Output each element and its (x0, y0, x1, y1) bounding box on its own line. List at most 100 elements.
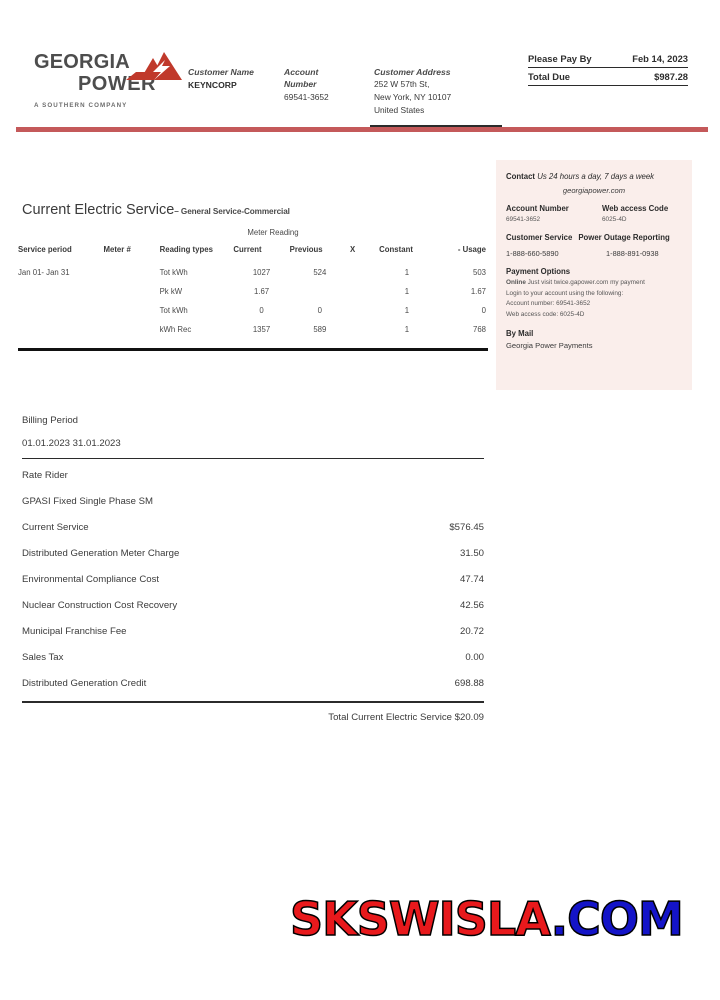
charge-row: Distributed Generation Credit 698.88 (22, 663, 484, 689)
cell-usage: 768 (472, 325, 486, 334)
power-outage-phone[interactable]: 1-888-891-0938 (606, 249, 659, 259)
logo-text-georgia: GEORGIA (34, 51, 130, 73)
cell-usage: 0 (481, 306, 486, 315)
charge-row: Municipal Franchise Fee 20.72 (22, 611, 484, 637)
cell-service-period (18, 282, 104, 301)
column-header-previous: Previous (289, 245, 323, 254)
current-electric-service-subtitle: – General Service-Commercial (174, 207, 290, 216)
charge-row: Distributed Generation Meter Charge 31.5… (22, 533, 484, 559)
rate-plan-name: GPASI Fixed Single Phase SM (22, 496, 153, 507)
charge-row: Environmental Compliance Cost 47.74 (22, 559, 484, 585)
account-number-label-line2: Number (284, 79, 317, 90)
charge-label: Distributed Generation Meter Charge (22, 548, 180, 559)
web-access-code-value: 6025-4D (602, 216, 627, 223)
logo-tagline: A SOUTHERN COMPANY (34, 102, 128, 109)
charge-label: Current Service (22, 522, 89, 533)
billing-details-section: Billing Period 01.01.2023 31.01.2023 Rat… (22, 415, 484, 723)
address-line-3: United States (374, 104, 425, 115)
cell-x (350, 263, 379, 282)
customer-address-field: Customer Address 252 W 57th St, New York… (374, 66, 494, 116)
column-header-meter: Meter # (103, 245, 131, 254)
total-due-value: $987.28 (654, 71, 688, 82)
charge-label: Distributed Generation Credit (22, 678, 147, 689)
contact-heading: Contact Us 24 hours a day, 7 days a week (506, 172, 682, 181)
column-header-current: Current (233, 245, 262, 254)
column-header-x: X (350, 245, 356, 254)
meter-table-header-row: Service period Meter # Reading types Cur… (18, 243, 486, 263)
charge-amount: $576.45 (449, 522, 484, 533)
total-label: Total Current Electric Service (328, 712, 452, 723)
cell-current: 1027 (252, 268, 271, 277)
online-payment-line-4: Web access code: 6025-4D (506, 310, 585, 318)
cell-service-period (18, 301, 104, 320)
please-pay-by-row: Please Pay By Feb 14, 2023 (528, 50, 688, 68)
billing-period-label: Billing Period (22, 415, 78, 426)
charge-row: Current Service $576.45 (22, 507, 484, 533)
table-row: Tot kWh 0 0 1 0 (18, 301, 486, 320)
charge-amount: 42.56 (459, 600, 484, 611)
cell-meter (104, 320, 160, 339)
online-text: Just visit twice.gapower.com my payment (527, 279, 645, 287)
table-row: kWh Rec 1357 589 1 768 (18, 320, 486, 339)
by-mail-text: Georgia Power Payments (506, 340, 593, 350)
cell-constant: 1 (404, 306, 410, 315)
contact-heading-bold: Contact (506, 172, 536, 181)
cell-x (350, 301, 379, 320)
rate-rider-label: Rate Rider (22, 470, 68, 481)
online-payment-line-2: Login to your account using the followin… (506, 289, 624, 297)
website-link[interactable]: georgiapower.com (562, 186, 626, 195)
billing-period-value: 01.01.2023 31.01.2023 (22, 438, 484, 459)
current-electric-service-heading: Current Electric Service (22, 202, 175, 218)
by-mail-heading: By Mail (506, 328, 534, 338)
account-number-value: 69541-3652 (284, 91, 329, 102)
customer-service-heading: Customer Service (506, 233, 573, 243)
address-line-1: 252 W 57th St, (374, 79, 430, 90)
cell-usage: 503 (472, 268, 486, 277)
cell-previous: 524 (313, 268, 327, 277)
meter-table-bottom-divider (18, 348, 488, 352)
meter-reading-table: Meter Reading Service period Meter # Rea… (18, 228, 486, 339)
sidebar-account-number-value: 69541-3652 (506, 216, 541, 223)
charge-row: Sales Tax 0.00 (22, 637, 484, 663)
online-payment-line-1: Online Just visit twice.gapower.com my p… (506, 278, 682, 288)
web-access-code-heading: Web access Code (602, 204, 669, 213)
account-number-field: Account Number 69541-3652 (284, 66, 364, 104)
site-watermark: SKSWISLA.COM (289, 891, 685, 947)
column-header-usage: - Usage (457, 245, 486, 254)
online-label: Online (506, 279, 526, 287)
column-header-reading-types: Reading types (159, 245, 213, 254)
address-line-2: New York, NY 10107 (374, 92, 452, 103)
cell-meter (104, 282, 160, 301)
please-pay-by-label: Please Pay By (528, 53, 592, 64)
cell-service-period: Jan 01- Jan 31 (18, 268, 70, 277)
online-payment-line-3: Account number: 69541-3652 (506, 300, 591, 308)
watermark-text-blue: .COM (550, 891, 685, 947)
cell-current: 1.67 (253, 287, 270, 296)
total-due-label: Total Due (528, 71, 571, 82)
charges-total-divider (22, 701, 484, 703)
meter-reading-group-header: Meter Reading (247, 228, 299, 237)
total-current-electric-service-row: Total Current Electric Service $20.09 (22, 703, 484, 723)
payment-options-heading: Payment Options (506, 267, 571, 277)
charge-label: Nuclear Construction Cost Recovery (22, 600, 178, 611)
cell-usage: 1.67 (470, 287, 486, 296)
charge-label: Municipal Franchise Fee (22, 626, 127, 637)
invoice-header: GEORGIA POWER A SOUTHERN COMPANY Custome… (0, 0, 720, 135)
current-electric-service-title: Current Electric Service– General Servic… (22, 202, 290, 218)
contact-heading-rest: Us 24 hours a day, 7 days a week (537, 172, 655, 181)
cell-constant: 1 (404, 268, 410, 277)
cell-x (350, 320, 379, 339)
total-value: $20.09 (454, 712, 484, 723)
charge-amount: 698.88 (454, 678, 484, 689)
please-pay-by-value: Feb 14, 2023 (632, 53, 688, 64)
customer-service-phone[interactable]: 1-888-660-5890 (506, 249, 559, 259)
charge-row: Nuclear Construction Cost Recovery 42.56 (22, 585, 484, 611)
customer-name-label: Customer Name (188, 67, 254, 77)
cell-previous (290, 282, 350, 301)
header-red-divider (16, 127, 708, 132)
cell-reading-type: kWh Rec (159, 325, 192, 334)
payment-summary-box: Please Pay By Feb 14, 2023 Total Due $98… (528, 50, 688, 86)
cell-current: 1357 (252, 325, 271, 334)
contact-info-sidebar: Contact Us 24 hours a day, 7 days a week… (496, 160, 692, 390)
address-underline-divider (370, 125, 502, 127)
